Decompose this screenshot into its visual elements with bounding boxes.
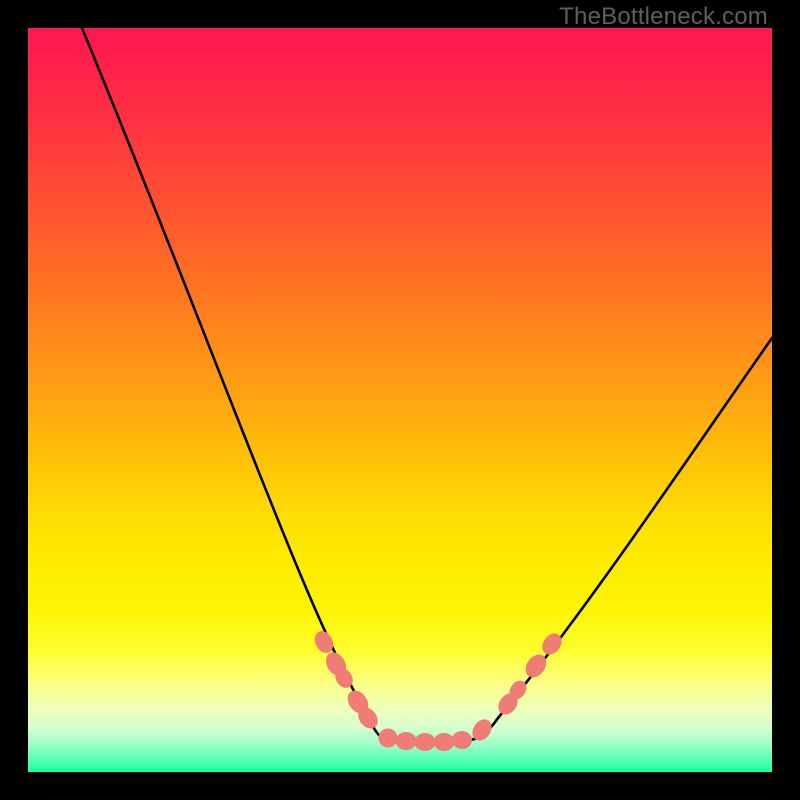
curve-bead [312,629,336,656]
curve-bead [415,734,435,751]
curve-bead [396,733,416,750]
curve-bead [378,728,399,749]
watermark: TheBottleneck.com [559,3,768,31]
curve-bead [539,630,565,657]
curve-bead [434,734,454,751]
curve-layer [28,28,772,772]
curve-bead [452,731,473,750]
plot-area [28,28,772,772]
bottleneck-curve [82,28,772,740]
